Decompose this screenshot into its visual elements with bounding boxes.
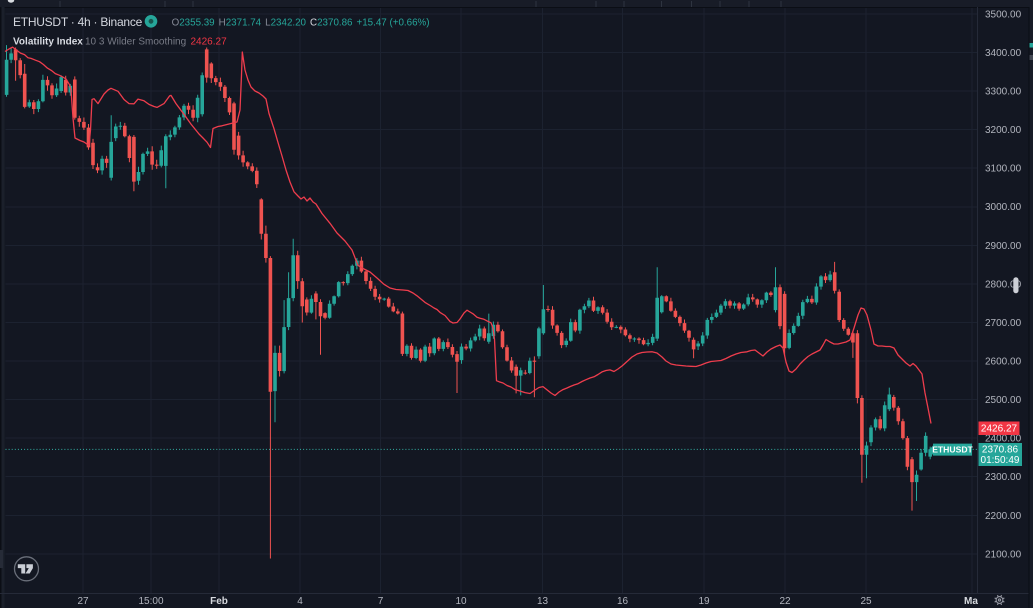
svg-text:3500.00: 3500.00 <box>985 9 1022 20</box>
svg-text:2700.00: 2700.00 <box>985 318 1022 329</box>
svg-text:Volatility Index: Volatility Index <box>13 37 83 48</box>
svg-text:2370.86: 2370.86 <box>982 445 1019 456</box>
svg-text:27: 27 <box>77 596 89 607</box>
svg-text:10: 10 <box>455 596 467 607</box>
svg-text:10 3 Wilder Smoothing: 10 3 Wilder Smoothing <box>85 37 186 48</box>
svg-text:7: 7 <box>378 596 384 607</box>
svg-text:2300.00: 2300.00 <box>985 472 1022 483</box>
svg-text:22: 22 <box>779 596 791 607</box>
svg-text:2100.00: 2100.00 <box>985 549 1022 560</box>
svg-text:3000.00: 3000.00 <box>985 202 1022 213</box>
svg-text:2426.27: 2426.27 <box>191 37 228 48</box>
svg-text:2426.27: 2426.27 <box>981 424 1018 435</box>
svg-text:Ma: Ma <box>964 596 978 607</box>
svg-text:3100.00: 3100.00 <box>985 164 1022 175</box>
svg-text:3300.00: 3300.00 <box>985 87 1022 98</box>
svg-text:2500.00: 2500.00 <box>985 395 1022 406</box>
svg-text:01:50:49: 01:50:49 <box>981 455 1020 466</box>
svg-text:Feb: Feb <box>210 596 228 607</box>
svg-text:19: 19 <box>698 596 710 607</box>
svg-text:13: 13 <box>537 596 549 607</box>
svg-text:25: 25 <box>860 596 872 607</box>
svg-text:ETHUSDT: ETHUSDT <box>932 445 973 455</box>
svg-text:ETHUSDT · 4h · Binance: ETHUSDT · 4h · Binance <box>13 15 143 29</box>
svg-text:3400.00: 3400.00 <box>985 48 1022 59</box>
svg-text:15:00: 15:00 <box>138 596 163 607</box>
svg-text:3200.00: 3200.00 <box>985 125 1022 136</box>
svg-text:4: 4 <box>297 596 303 607</box>
svg-text:2900.00: 2900.00 <box>985 241 1022 252</box>
svg-text:2400.00: 2400.00 <box>985 434 1022 445</box>
svg-text:16: 16 <box>617 596 629 607</box>
svg-text:2800.00: 2800.00 <box>985 279 1022 290</box>
svg-text:2200.00: 2200.00 <box>985 511 1022 522</box>
svg-text:2600.00: 2600.00 <box>985 357 1022 368</box>
